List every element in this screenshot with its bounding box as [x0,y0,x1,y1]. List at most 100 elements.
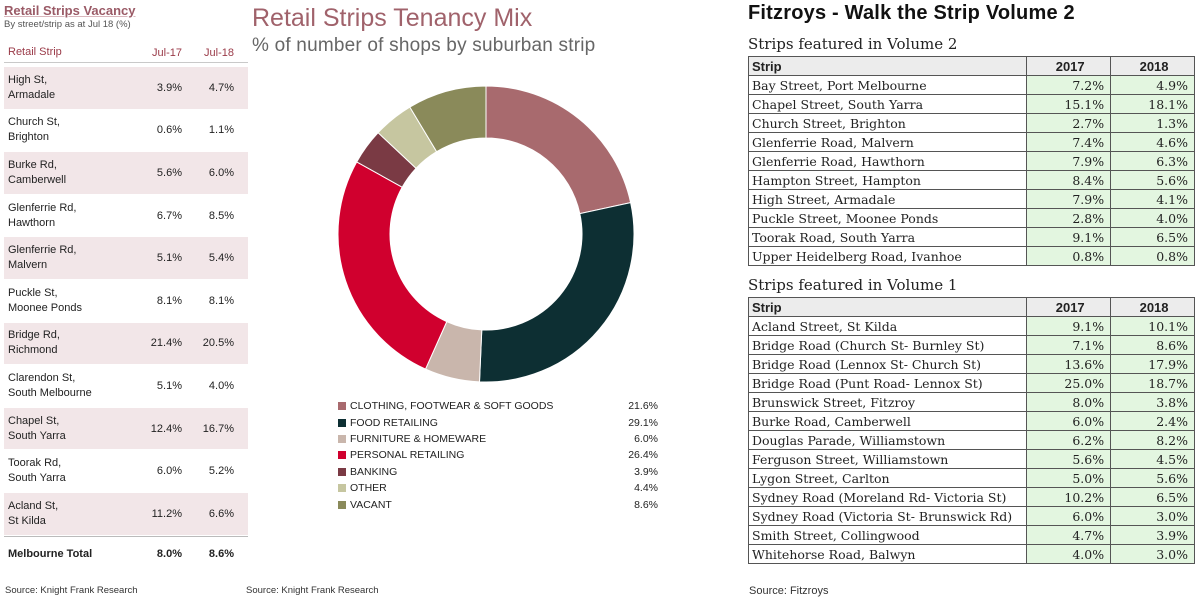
vacancy-row: Acland St, St Kilda 11.2% 6.6% [4,492,248,536]
volume1-strip-name: Sydney Road (Victoria St- Brunswick Rd) [747,506,1028,526]
vacancy-strip-name: Chapel St, South Yarra [8,414,66,442]
legend-value: 21.6% [628,400,658,413]
vacancy-header-jul17: Jul-17 [152,46,182,59]
volume1-2018-value: 3.8% [1110,392,1195,412]
vacancy-row: Puckle St, Moonee Ponds 8.1% 8.1% [4,279,248,323]
legend-label: OTHER [350,482,387,495]
volume2-row: Bay Street, Port Melbourne 7.2% 4.9% [747,75,1195,95]
volume2-strip-name: Glenferrie Road, Hawthorn [747,151,1028,171]
fitzroys-title: Fitzroys - Walk the Strip Volume 2 [748,2,1075,24]
volume2-header-strip: Strip [747,56,1028,76]
volume2-body: Bay Street, Port Melbourne 7.2% 4.9% Chapel… [747,75,1195,266]
volume1-row: Whitehorse Road, Balwyn 4.0% 3.0% [747,544,1195,564]
volume1-2018-value: 8.2% [1110,430,1195,450]
legend-swatch [338,451,346,460]
volume2-table: Strip 2017 2018 Bay Street, Port Melbour… [747,56,1195,266]
vacancy-strip-name: Puckle St, Moonee Ponds [8,286,82,314]
vacancy-jul18-value: 8.5% [208,209,234,222]
volume2-2018-value: 0.8% [1110,246,1195,266]
volume2-strip-name: Toorak Road, South Yarra [747,227,1028,247]
volume1-table: Strip 2017 2018 Acland Street, St Kilda 9… [747,297,1195,564]
vacancy-source: Source: Knight Frank Research [5,585,138,596]
donut-slice-personal-retailing [337,161,448,370]
donut-slice-clothing-footwear-soft-goods [485,85,632,215]
vacancy-row: Chapel St, South Yarra 12.4% 16.7% [4,407,248,451]
volume2-2017-value: 7.9% [1026,151,1112,171]
vacancy-strip-name: Glenferrie Rd, Hawthorn [8,201,77,229]
volume2-2017-value: 2.8% [1026,208,1112,228]
volume1-2017-value: 9.1% [1026,316,1112,336]
volume2-row: Chapel Street, South Yarra 15.1% 18.1% [747,94,1195,114]
volume1-row: Ferguson Street, Williamstown 5.6% 4.5% [747,449,1195,469]
volume2-strip-name: Bay Street, Port Melbourne [747,75,1028,95]
volume1-2017-value: 4.7% [1026,525,1112,545]
vacancy-strip-name: Toorak Rd, South Yarra [8,457,66,485]
legend-value: 3.9% [634,465,658,478]
volume1-strip-name: Whitehorse Road, Balwyn [747,544,1028,564]
volume2-2018-value: 4.9% [1110,75,1195,95]
volume1-2017-value: 13.6% [1026,354,1112,374]
volume1-row: Lygon Street, Carlton 5.0% 5.6% [747,468,1195,488]
vacancy-jul17-value: 12.4% [150,422,182,435]
volume2-row: Upper Heidelberg Road, Ivanhoe 0.8% 0.8% [747,246,1195,266]
volume2-2017-value: 0.8% [1026,246,1112,266]
volume1-2017-value: 6.0% [1026,506,1112,526]
volume2-2017-value: 7.2% [1026,75,1112,95]
volume2-strip-name: High Street, Armadale [747,189,1028,209]
legend-value: 8.6% [634,498,658,511]
volume2-title: Strips featured in Volume 2 [748,35,958,53]
volume1-strip-name: Burke Road, Camberwell [747,411,1028,431]
volume1-row: Bridge Road (Lennox St- Church St) 13.6% 1… [747,354,1195,374]
volume1-row: Brunswick Street, Fitzroy 8.0% 3.8% [747,392,1195,412]
volume2-strip-name: Hampton Street, Hampton [747,170,1028,190]
legend-label: CLOTHING, FOOTWEAR & SOFT GOODS [350,400,554,413]
volume1-2017-value: 25.0% [1026,373,1112,393]
volume1-row: Sydney Road (Victoria St- Brunswick Rd) 6… [747,506,1195,526]
legend-entry: FOOD RETAILING 29.1% [338,414,658,430]
vacancy-jul18-value: 16.7% [202,422,234,435]
volume1-row: Douglas Parade, Williamstown 6.2% 8.2% [747,430,1195,450]
legend-entry: OTHER 4.4% [338,480,658,496]
volume2-strip-name: Puckle Street, Moonee Ponds [747,208,1028,228]
volume1-strip-name: Lygon Street, Carlton [747,468,1028,488]
fitzroys-panel: Fitzroys - Walk the Strip Volume 2 Strip… [747,0,1198,600]
volume2-2017-value: 7.9% [1026,189,1112,209]
donut-slice-food-retailing [478,202,635,383]
volume2-row: Church Street, Brighton 2.7% 1.3% [747,113,1195,133]
legend-entry: VACANT 8.6% [338,496,658,512]
legend-entry: CLOTHING, FOOTWEAR & SOFT GOODS 21.6% [338,398,658,414]
tenancy-donut-chart [337,85,635,383]
volume1-strip-name: Ferguson Street, Williamstown [747,449,1028,469]
volume2-strip-name: Glenferrie Road, Malvern [747,132,1028,152]
volume1-2017-value: 5.0% [1026,468,1112,488]
volume1-2017-value: 4.0% [1026,544,1112,564]
volume1-strip-name: Douglas Parade, Williamstown [747,430,1028,450]
legend-swatch [338,402,346,411]
legend-entry: PERSONAL RETAILING 26.4% [338,447,658,463]
volume1-header-row: Strip 2017 2018 [747,297,1195,317]
vacancy-rows: High St, Armadale 3.9% 4.7% Church St, Brig… [4,67,248,536]
legend-label: VACANT [350,498,392,511]
vacancy-jul18-value: 4.7% [208,81,234,94]
vacancy-jul17-value: 5.1% [156,379,182,392]
volume2-strip-name: Chapel Street, South Yarra [747,94,1028,114]
volume1-2018-value: 6.5% [1110,487,1195,507]
volume1-header-2017: 2017 [1026,297,1112,317]
vacancy-panel: Retail Strips Vacancy By street/strip as… [4,0,248,600]
volume1-strip-name: Brunswick Street, Fitzroy [747,392,1028,412]
tenancy-title: Retail Strips Tenancy Mix [252,4,533,32]
volume1-2017-value: 10.2% [1026,487,1112,507]
vacancy-row: High St, Armadale 3.9% 4.7% [4,67,248,110]
vacancy-jul18-value: 8.1% [208,294,234,307]
vacancy-strip-name: Glenferrie Rd, Malvern [8,244,77,272]
tenancy-subtitle: % of number of shops by suburban strip [252,35,596,56]
vacancy-jul17-value: 21.4% [150,337,182,350]
volume1-2018-value: 4.5% [1110,449,1195,469]
volume1-2017-value: 6.2% [1026,430,1112,450]
vacancy-strip-name: Acland St, St Kilda [8,499,59,527]
vacancy-row: Clarendon St, South Melbourne 5.1% 4.0% [4,365,248,408]
volume1-strip-name: Acland Street, St Kilda [747,316,1028,336]
volume1-2018-value: 8.6% [1110,335,1195,355]
vacancy-strip-name: Church St, Brighton [8,116,60,144]
volume2-row: Puckle Street, Moonee Ponds 2.8% 4.0% [747,208,1195,228]
